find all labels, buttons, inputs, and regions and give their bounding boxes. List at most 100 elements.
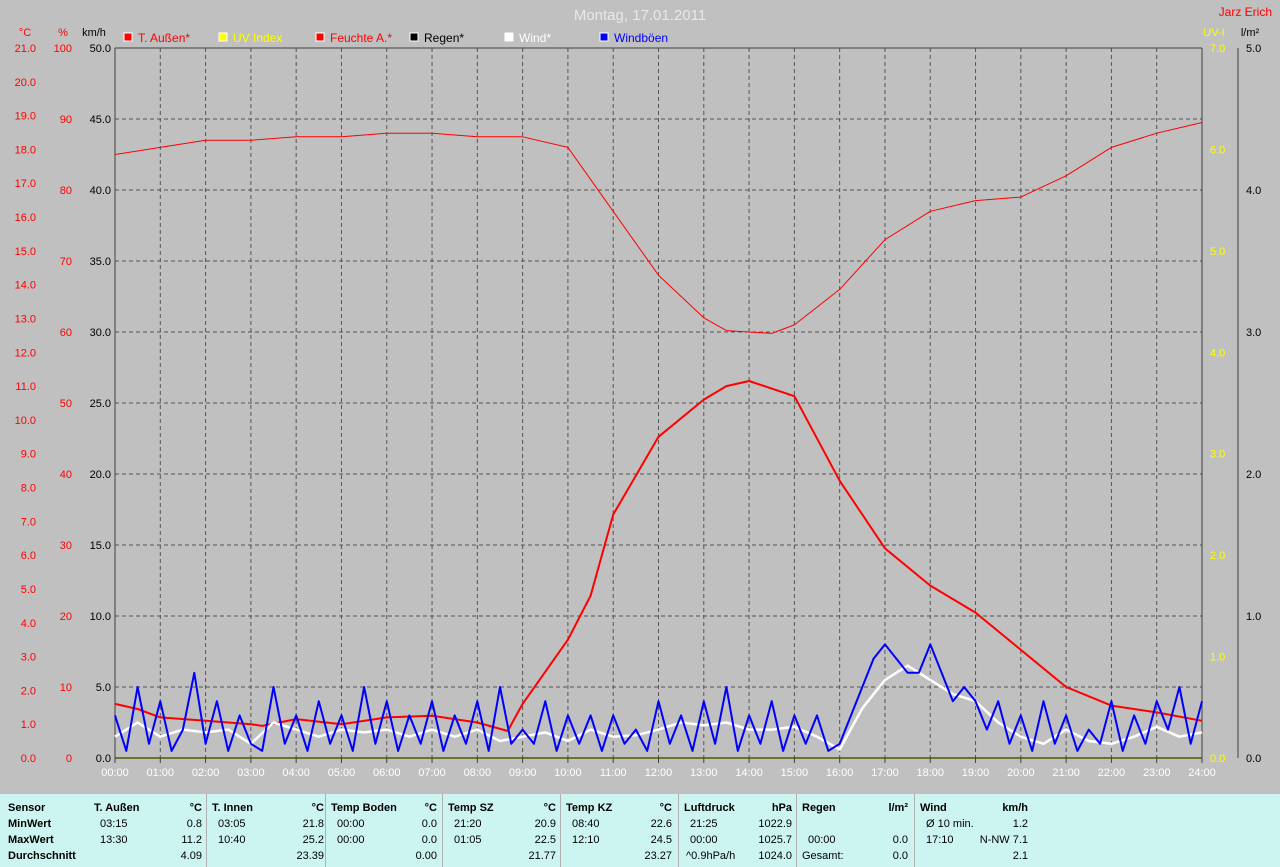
uv-unit-label: UV-I: [1203, 27, 1224, 39]
rain-tick-label: 0.0: [1246, 753, 1261, 765]
wind-tick-label: 25.0: [90, 398, 111, 410]
temp-tick-label: 9.0: [21, 449, 36, 461]
uv-tick-label: 0.0: [1210, 753, 1225, 765]
temp-tick-label: 12.0: [15, 347, 36, 359]
stat-avg-value: 2.1: [1012, 850, 1028, 862]
chart-title: Montag, 17.01.2011: [574, 7, 706, 24]
legend-swatch: [504, 32, 514, 42]
stat-max-value: 24.5: [650, 834, 672, 846]
x-tick-label: 11:00: [600, 767, 627, 779]
series-wind: [114, 664, 1203, 751]
stat-max-value: 11.2: [181, 834, 202, 846]
x-tick-label: 12:00: [645, 767, 673, 779]
legend-swatch: [123, 32, 133, 42]
x-tick-label: 16:00: [826, 767, 854, 779]
uv-tick-label: 6.0: [1210, 144, 1225, 156]
stat-max-value: N-NW 7.1: [979, 834, 1028, 846]
stat-max-value: 1025.7: [758, 834, 792, 846]
humidity-tick-label: 30: [60, 540, 72, 552]
stat-max-time: 17:10: [926, 834, 954, 846]
statistics-table: Sensor MinWert MaxWert Durchschnitt T. A…: [0, 794, 1280, 867]
humidity-tick-label: 50: [60, 398, 72, 410]
x-tick-label: 15:00: [781, 767, 809, 779]
stat-max-time: 12:10: [572, 834, 600, 846]
x-tick-label: 01:00: [147, 767, 175, 779]
stat-max-value: 25.2: [302, 834, 324, 846]
temp-tick-label: 20.0: [15, 77, 36, 89]
wind-tick-label: 30.0: [90, 327, 111, 339]
stat-max-time: 13:30: [100, 834, 128, 846]
row-label-sensor: Sensor: [8, 802, 46, 814]
x-tick-label: 19:00: [962, 767, 990, 779]
stat-min-value: 0.8: [186, 818, 202, 830]
stat-avg-value: 21.77: [528, 850, 556, 862]
series-windböen: [114, 643, 1203, 752]
stat-column-separator: [325, 794, 326, 867]
wind-tick-label: 20.0: [90, 469, 111, 481]
stat-column-separator: [206, 794, 207, 867]
x-tick-label: 02:00: [192, 767, 220, 779]
stat-min-value: 1022.9: [758, 818, 792, 830]
stat-header-unit: °C: [189, 802, 202, 814]
stat-max-time: 00:00: [690, 834, 718, 846]
wind-tick-label: 10.0: [90, 611, 111, 623]
temp-tick-label: 19.0: [15, 111, 36, 123]
x-tick-label: 00:00: [101, 767, 129, 779]
uv-tick-label: 7.0: [1210, 43, 1225, 55]
temp-tick-label: 5.0: [21, 584, 36, 596]
wind-tick-label: 5.0: [96, 682, 111, 694]
stat-header-unit: hPa: [771, 802, 792, 814]
axis-unit-labels: °C% km/h UV-I l/m²: [19, 27, 1260, 39]
rain-tick-label: 5.0: [1246, 43, 1261, 55]
row-labels: Sensor MinWert MaxWert Durchschnitt: [8, 794, 88, 867]
stat-column: Temp SZ °C 21:20 20.9 01:05 22.5 21.77: [448, 794, 556, 867]
stat-max-value: 22.5: [534, 834, 556, 846]
x-tick-label: 20:00: [1007, 767, 1035, 779]
stat-min-time: 03:15: [100, 818, 128, 830]
stat-avg-value: 23.39: [296, 850, 324, 862]
stat-avg-value: 1024.0: [758, 850, 792, 862]
stat-header-unit: l/m²: [888, 802, 908, 814]
stat-column-separator: [442, 794, 443, 867]
x-tick-label: 07:00: [418, 767, 446, 779]
temp-tick-label: 4.0: [21, 618, 36, 630]
legend-swatch: [218, 32, 228, 42]
legend-swatch: [409, 32, 419, 42]
x-tick-label: 08:00: [464, 767, 492, 779]
stat-avg-label: ^0.9hPa/h: [686, 850, 736, 862]
legend-label: T. Außen*: [138, 31, 190, 45]
temp-tick-label: 1.0: [21, 719, 36, 731]
series-feuchte-a: [114, 122, 1203, 334]
stat-avg-value: 23.27: [644, 850, 672, 862]
stat-header-name: T. Außen: [94, 802, 140, 814]
humidity-tick-label: 40: [60, 469, 72, 481]
stat-header-unit: °C: [543, 802, 556, 814]
stat-column: T. Außen °C 03:15 0.8 13:30 11.2 4.09: [94, 794, 202, 867]
stat-max-time: 10:40: [218, 834, 246, 846]
temp-tick-label: 11.0: [15, 381, 36, 393]
temp-tick-label: 17.0: [15, 178, 36, 190]
x-tick-label: 09:00: [509, 767, 537, 779]
stat-max-value: 0.0: [892, 834, 908, 846]
stat-column-separator: [796, 794, 797, 867]
stat-column: Temp Boden °C 00:00 0.0 00:00 0.0 0.00: [331, 794, 437, 867]
stat-min-value: 20.9: [534, 818, 556, 830]
x-tick-label: 24:00: [1188, 767, 1216, 779]
x-tick-label: 14:00: [735, 767, 763, 779]
wind-tick-label: 35.0: [90, 256, 111, 268]
stat-max-time: 00:00: [337, 834, 365, 846]
temp-tick-label: 13.0: [15, 313, 36, 325]
stat-header-name: Temp KZ: [566, 802, 613, 814]
legend-label: Feuchte A.*: [330, 31, 392, 45]
x-tick-label: 18:00: [916, 767, 944, 779]
stat-min-time: 03:05: [218, 818, 246, 830]
x-tick-label: 17:00: [871, 767, 899, 779]
rain-tick-label: 2.0: [1246, 469, 1261, 481]
x-axis-ticks: 00:00 01:00 02:00 03:00 04:00 05:00 06:00 07:00…: [101, 758, 1216, 779]
legend: T. Außen* UV Index Feuchte A.* Regen* Wind* W…: [123, 31, 668, 45]
stat-max-value: 0.0: [421, 834, 437, 846]
temp-tick-label: 16.0: [15, 212, 36, 224]
stat-column: Wind km/h Ø 10 min. 1.2 17:10 N-NW 7.1 2.1: [920, 794, 1028, 867]
x-tick-label: 10:00: [554, 767, 582, 779]
stat-header-name: Temp SZ: [448, 802, 494, 814]
